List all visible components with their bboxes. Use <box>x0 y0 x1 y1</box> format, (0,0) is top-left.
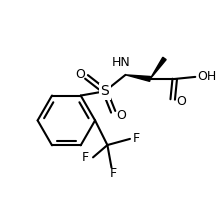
Polygon shape <box>126 75 151 81</box>
Text: O: O <box>75 68 85 81</box>
Text: F: F <box>81 151 88 164</box>
Text: O: O <box>176 95 186 108</box>
Text: F: F <box>132 132 140 145</box>
Text: F: F <box>110 167 117 180</box>
Text: O: O <box>116 109 126 122</box>
Text: OH: OH <box>197 70 217 83</box>
Text: HN: HN <box>112 56 131 69</box>
Text: S: S <box>101 84 109 98</box>
Polygon shape <box>150 57 166 79</box>
